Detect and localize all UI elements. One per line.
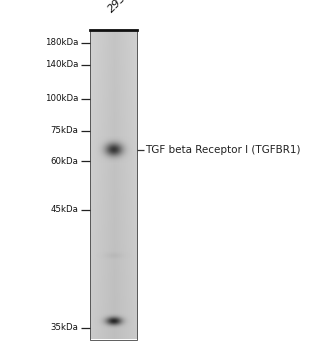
Text: 60kDa: 60kDa bbox=[50, 156, 78, 166]
Text: 180kDa: 180kDa bbox=[45, 38, 78, 47]
Text: 100kDa: 100kDa bbox=[45, 94, 78, 103]
Text: 35kDa: 35kDa bbox=[50, 323, 78, 332]
Text: 75kDa: 75kDa bbox=[50, 126, 78, 135]
Text: TGF beta Receptor I (TGFBR1): TGF beta Receptor I (TGFBR1) bbox=[145, 145, 301, 155]
Text: 140kDa: 140kDa bbox=[45, 60, 78, 69]
Text: 293T: 293T bbox=[107, 0, 134, 14]
Text: 45kDa: 45kDa bbox=[50, 205, 78, 215]
Bar bbox=[90, 30, 137, 340]
